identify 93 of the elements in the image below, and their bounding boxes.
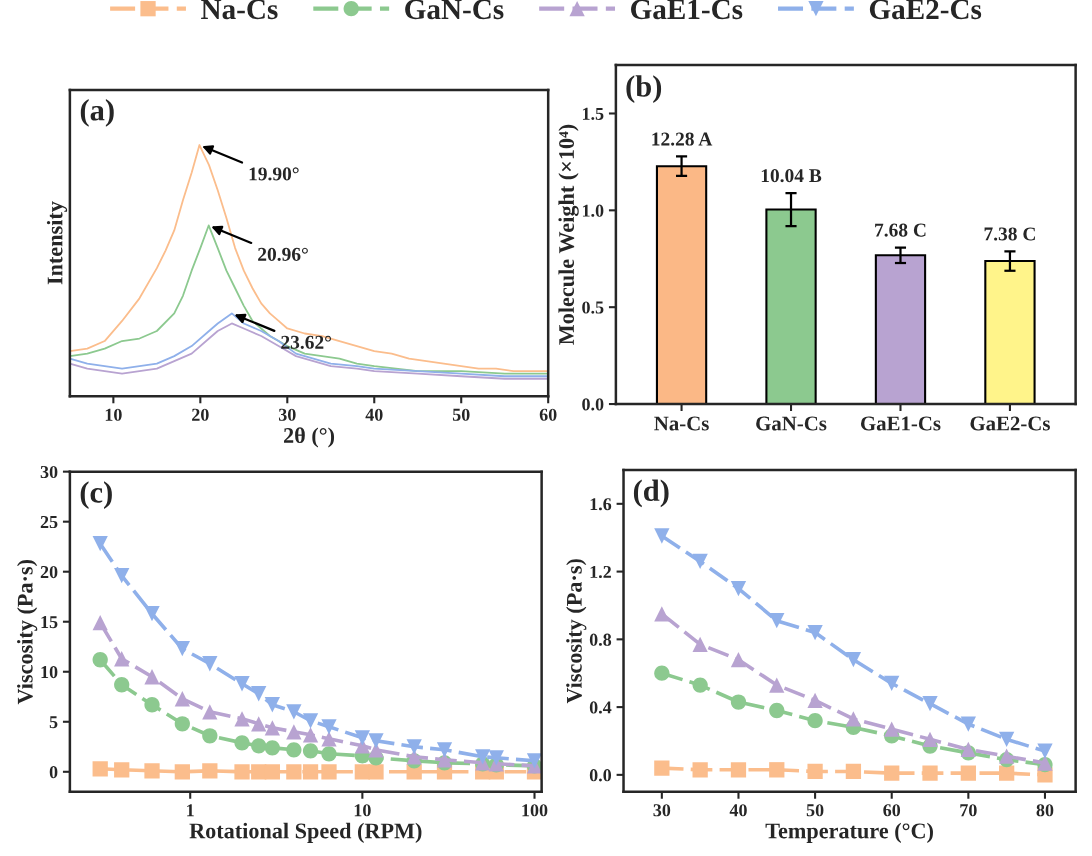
x-tick-label: 1 (187, 804, 194, 817)
x-tick-label: GaN-Cs (756, 416, 827, 431)
point (692, 636, 708, 653)
y-tick-label: 25 (40, 515, 58, 529)
text: (a) (80, 99, 114, 127)
point (730, 652, 747, 668)
annotation: 7.68 C (875, 223, 926, 237)
x-tick-label: 60 (883, 804, 901, 817)
x-axis-title: Rotational Speed (RPM) (189, 822, 422, 843)
point (922, 696, 938, 712)
x-axis-title: 2θ (°) (283, 427, 335, 448)
annotation: 23.62° (281, 335, 331, 349)
point (807, 692, 823, 708)
x-tick-label: Na-Cs (654, 416, 709, 431)
point (769, 613, 785, 629)
legend-label: Na-Cs (201, 0, 278, 20)
x-axis-title: Temperature (°C) (765, 822, 933, 843)
point (692, 553, 708, 570)
point (1037, 743, 1053, 759)
point (807, 624, 823, 641)
annotation: 10.04 B (761, 169, 822, 183)
annotation: (b) (626, 75, 662, 103)
annotation: 7.38 C (984, 227, 1035, 241)
point (845, 763, 862, 780)
annotation: 12.28 A (652, 132, 713, 146)
point (807, 763, 823, 780)
y-tick-label: 15 (41, 616, 58, 629)
x-tick-label: 30 (653, 804, 671, 817)
y-tick-label: 30 (40, 465, 58, 479)
x-tick-label: 20 (192, 408, 209, 421)
point (999, 731, 1015, 747)
x-tick-label: 30 (278, 408, 296, 421)
y-tick-label: 0.0 (582, 398, 604, 411)
point (960, 741, 976, 758)
y-axis-title: Viscosity (Pa·s) (566, 559, 587, 704)
point (769, 677, 785, 693)
point (654, 528, 670, 544)
y-tick-label: 1.5 (582, 107, 604, 120)
y-tick-label: 5 (49, 716, 58, 729)
x-tick-label: 40 (729, 804, 747, 817)
x-tick-label: 40 (365, 408, 383, 421)
y-tick-label: 1.0 (582, 204, 604, 217)
annotation: (d) (633, 479, 669, 508)
x-tick-label: 50 (452, 408, 470, 421)
y-axis-title: Viscosity (Pa·s) (17, 559, 38, 705)
point (960, 765, 976, 781)
point (692, 677, 708, 693)
point (769, 702, 785, 719)
point (999, 765, 1015, 781)
point (730, 762, 747, 778)
annotation: 20.96° (258, 247, 308, 261)
y-tick-label: 20 (40, 565, 58, 579)
legend-label: GaE1-Cs (631, 0, 743, 20)
point (654, 760, 670, 776)
point (769, 762, 785, 778)
y-tick-label: 0.4 (589, 701, 612, 714)
y-tick-label: 0.5 (582, 301, 604, 314)
point (730, 694, 747, 710)
y-tick-label: 1.2 (590, 565, 611, 579)
x-tick-label: 70 (960, 804, 977, 817)
x-tick-label: 10 (354, 804, 371, 817)
point (999, 748, 1015, 764)
y-tick-label: 10 (41, 666, 58, 679)
annotation: (c) (80, 481, 112, 509)
point (845, 711, 862, 727)
point (884, 675, 900, 692)
annotation: 19.90° (249, 167, 299, 181)
legend-label: GaN-Cs (405, 0, 504, 20)
y-axis-title: Molecule Weight (×10⁴) (558, 124, 579, 345)
point (730, 580, 747, 597)
point (845, 652, 862, 668)
y-tick-label: 1.6 (590, 498, 612, 511)
point (922, 731, 938, 747)
x-tick-label: 60 (539, 408, 557, 421)
legend-label: GaE2-Cs (869, 0, 982, 20)
point (654, 606, 670, 622)
point (960, 716, 976, 732)
point (884, 721, 900, 737)
point (922, 765, 938, 781)
y-tick-label: 0.8 (589, 633, 612, 646)
y-tick-label: 0 (49, 766, 58, 779)
point (654, 665, 670, 681)
x-tick-label: 80 (1036, 804, 1054, 817)
x-tick-label: GaE1-Cs (860, 416, 941, 431)
x-tick-label: GaE2-Cs (970, 416, 1050, 431)
point (692, 762, 708, 778)
point (884, 765, 900, 781)
y-axis-title: Intensity (46, 201, 68, 285)
x-tick-label: 10 (105, 408, 122, 421)
y-tick-label: 0.0 (589, 769, 612, 782)
x-tick-label: 100 (522, 804, 548, 817)
x-tick-label: 50 (806, 804, 824, 817)
point (807, 713, 823, 729)
